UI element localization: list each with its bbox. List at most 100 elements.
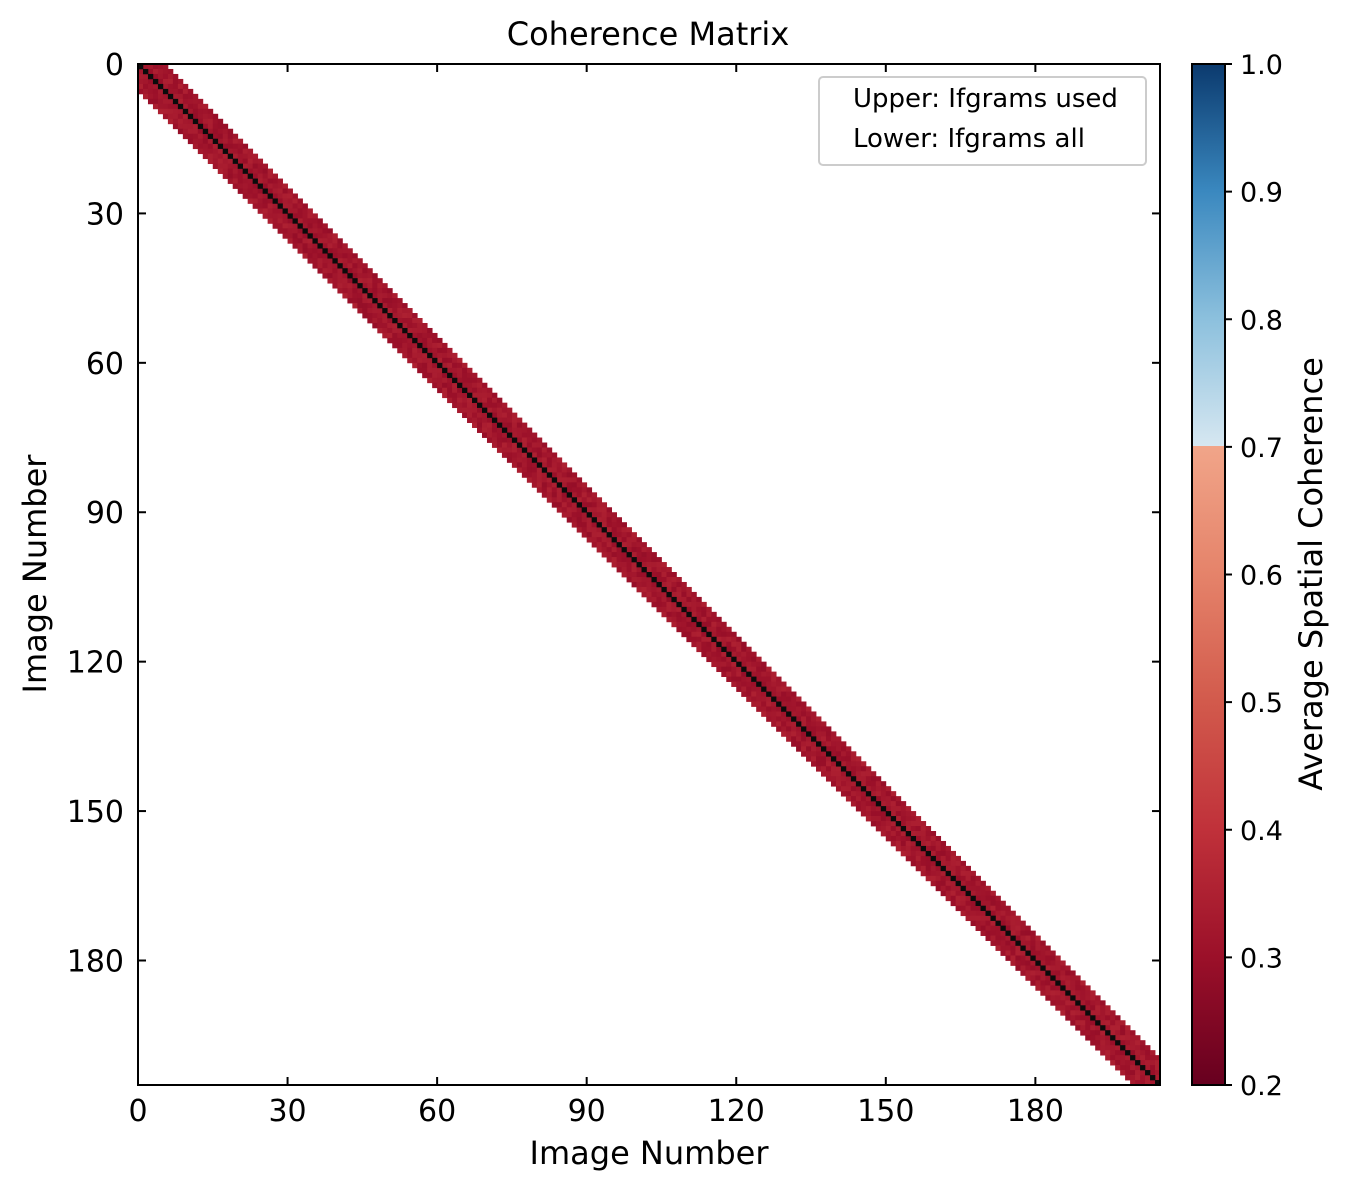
band-cell bbox=[277, 218, 283, 224]
band-cell bbox=[192, 98, 199, 105]
band-cell bbox=[1140, 1070, 1146, 1076]
band-cell bbox=[197, 133, 204, 140]
band-cell bbox=[1020, 920, 1026, 927]
band-cell bbox=[696, 601, 702, 608]
band-cell bbox=[352, 298, 358, 304]
band-cell bbox=[501, 442, 508, 448]
band-cell bbox=[801, 746, 807, 752]
diagonal-cell bbox=[397, 322, 403, 329]
band-cell bbox=[581, 502, 588, 508]
band-cell bbox=[262, 163, 269, 169]
band-cell bbox=[611, 562, 617, 568]
band-cell bbox=[890, 831, 897, 837]
band-cell bbox=[192, 103, 199, 110]
band-cell bbox=[262, 183, 269, 189]
band-cell bbox=[1080, 1015, 1086, 1021]
band-cell bbox=[511, 442, 518, 448]
band-cell bbox=[895, 845, 902, 852]
band-cell bbox=[960, 905, 966, 912]
band-cell bbox=[940, 875, 947, 882]
band-cell bbox=[1095, 1040, 1101, 1046]
band-cell bbox=[1130, 1075, 1136, 1081]
band-cell bbox=[427, 377, 433, 384]
band-cell bbox=[736, 636, 742, 643]
y-tick-label: 180 bbox=[67, 944, 124, 979]
band-cell bbox=[1065, 1000, 1071, 1006]
band-cell bbox=[287, 238, 293, 244]
diagonal-cell bbox=[830, 756, 837, 762]
band-cell bbox=[855, 756, 862, 762]
diagonal-cell bbox=[447, 372, 453, 379]
colorbar-tick-label: 0.6 bbox=[1240, 561, 1283, 592]
band-cell bbox=[616, 537, 622, 543]
band-cell bbox=[292, 233, 298, 239]
band-cell bbox=[806, 706, 812, 712]
band-cell bbox=[377, 293, 383, 299]
band-cell bbox=[726, 656, 732, 663]
band-cell bbox=[352, 263, 358, 269]
band-cell bbox=[1010, 910, 1016, 917]
band-cell bbox=[920, 860, 927, 867]
band-cell bbox=[382, 283, 388, 289]
band-cell bbox=[317, 258, 323, 264]
band-cell bbox=[1025, 940, 1031, 946]
band-cell bbox=[516, 462, 523, 468]
band-cell bbox=[651, 586, 657, 593]
band-cell bbox=[591, 512, 598, 518]
diagonal-cell bbox=[357, 283, 363, 289]
band-cell bbox=[681, 631, 687, 638]
diagonal-cell bbox=[621, 547, 627, 553]
band-cell bbox=[701, 621, 707, 628]
band-cell bbox=[561, 477, 568, 483]
band-cell bbox=[631, 552, 637, 558]
band-cell bbox=[696, 616, 702, 623]
band-cell bbox=[192, 133, 199, 140]
band-cell bbox=[501, 437, 508, 443]
band-cell bbox=[481, 417, 488, 423]
band-cell bbox=[1055, 985, 1061, 991]
band-cell bbox=[337, 273, 343, 279]
band-cell bbox=[940, 870, 947, 877]
band-cell bbox=[526, 427, 533, 433]
band-cell bbox=[631, 542, 637, 548]
band-cell bbox=[437, 387, 443, 394]
band-cell bbox=[806, 711, 812, 717]
band-cell bbox=[1055, 990, 1061, 996]
band-cell bbox=[845, 791, 852, 797]
colorbar-ticks: 1.00.90.80.70.60.50.40.30.2 bbox=[1225, 50, 1283, 1102]
band-cell bbox=[935, 870, 942, 877]
band-cell bbox=[975, 915, 981, 922]
band-cell bbox=[895, 831, 902, 837]
band-cell bbox=[925, 835, 932, 842]
band-cell bbox=[910, 845, 917, 852]
band-cell bbox=[377, 278, 383, 284]
band-cell bbox=[172, 123, 179, 130]
diagonal-cell bbox=[1125, 1050, 1131, 1056]
band-cell bbox=[646, 581, 652, 588]
band-cell bbox=[915, 855, 922, 862]
band-cell bbox=[536, 447, 543, 453]
band-cell bbox=[516, 467, 523, 473]
band-cell bbox=[322, 238, 328, 244]
band-cell bbox=[427, 357, 433, 364]
diagonal-cell bbox=[257, 183, 263, 189]
band-cell bbox=[491, 402, 498, 409]
band-cell bbox=[611, 532, 617, 538]
band-cell bbox=[616, 562, 622, 568]
band-cell bbox=[636, 557, 642, 563]
band-cell bbox=[561, 467, 568, 473]
x-tick-label: 150 bbox=[857, 1094, 914, 1129]
band-cell bbox=[571, 487, 578, 493]
diagonal-cell bbox=[591, 517, 597, 523]
band-cell bbox=[317, 218, 323, 224]
band-cell bbox=[192, 123, 199, 130]
band-cell bbox=[1040, 970, 1046, 976]
band-cell bbox=[1085, 1030, 1091, 1036]
band-cell bbox=[1115, 1025, 1121, 1031]
band-cell bbox=[900, 811, 907, 817]
band-cell bbox=[227, 128, 234, 135]
band-cell bbox=[796, 741, 802, 747]
band-cell bbox=[257, 168, 264, 174]
band-cell bbox=[781, 701, 787, 707]
band-cell bbox=[860, 781, 867, 787]
